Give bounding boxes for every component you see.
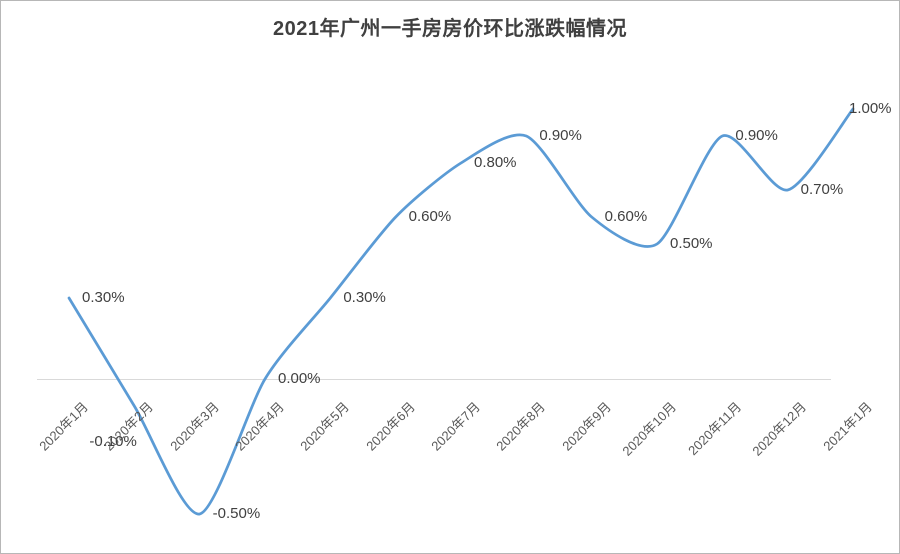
data-label: 0.60% xyxy=(604,208,648,225)
price-change-line xyxy=(67,107,855,516)
data-label: 1.00% xyxy=(848,100,892,117)
data-label: 0.60% xyxy=(408,208,452,225)
data-label: 0.90% xyxy=(735,127,778,144)
data-label: -0.10% xyxy=(89,433,137,450)
data-label: 0.50% xyxy=(669,235,713,252)
chart-title: 2021年广州一手房房价环比涨跌幅情况 xyxy=(273,18,627,40)
data-label: 0.30% xyxy=(343,289,386,306)
data-label: 0.00% xyxy=(277,370,321,387)
data-label: 0.90% xyxy=(539,127,582,144)
data-label: 0.30% xyxy=(82,289,125,306)
data-label: -0.50% xyxy=(212,505,261,522)
data-label: 0.80% xyxy=(473,154,517,171)
data-label: 0.70% xyxy=(800,181,844,198)
